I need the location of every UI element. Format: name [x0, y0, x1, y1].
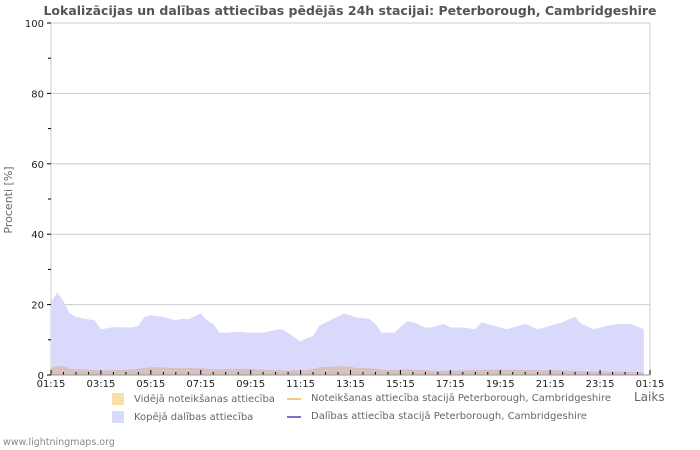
x-tick-label: 09:15 — [236, 379, 265, 390]
data-areas — [51, 292, 644, 375]
legend-label: Kopējā dalības attiecība — [134, 411, 254, 423]
total-participation-swatch-icon — [112, 411, 124, 423]
footer-link[interactable]: www.lightningmaps.org — [3, 437, 115, 448]
x-tick-label: 23:15 — [586, 379, 615, 390]
grid-lines — [50, 22, 651, 375]
y-axis-title: Procenti [%] — [2, 166, 15, 233]
legend-label: Dalības attiecība stacijā Peterborough, … — [311, 411, 587, 422]
total-participation-area — [51, 292, 644, 375]
legend-label: Vidējā noteikšanas attiecība — [134, 393, 275, 405]
y-tick-label: 20 — [31, 301, 44, 312]
x-tick-label: 11:15 — [286, 379, 315, 390]
y-tick-label: 60 — [31, 160, 44, 171]
y-tick-label: 0 — [38, 371, 44, 382]
avg-detection-area — [51, 366, 644, 375]
legend-item-station-participation: Dalības attiecība stacijā Peterborough, … — [287, 411, 587, 422]
x-tick-label: 01:15 — [37, 379, 66, 390]
legend-item-avg-detection: Vidējā noteikšanas attiecība — [112, 393, 275, 405]
station-detection-line-icon — [287, 397, 301, 400]
legend-item-total-participation: Kopējā dalības attiecība — [112, 411, 253, 423]
x-tick-label: 03:15 — [87, 379, 116, 390]
x-tick-label: 15:15 — [386, 379, 415, 390]
x-tick-label: 01:15 — [636, 379, 665, 390]
avg-detection-swatch-icon — [112, 393, 124, 405]
y-tick-label: 40 — [31, 230, 44, 241]
y-tick-label: 100 — [25, 19, 44, 30]
axes: 0 20 40 60 80 100 01:15 03:15 05:15 07:15 09:15 11:… — [25, 19, 665, 390]
x-tick-label: 07:15 — [186, 379, 215, 390]
x-tick-label: 13:15 — [336, 379, 365, 390]
x-axis-title: Laiks — [634, 390, 665, 404]
x-tick-label: 17:15 — [436, 379, 465, 390]
station-participation-line-icon — [287, 415, 301, 418]
x-tick-label: 21:15 — [536, 379, 565, 390]
x-tick-label: 19:15 — [486, 379, 515, 390]
x-tick-label: 05:15 — [136, 379, 165, 390]
legend-label: Noteikšanas attiecība stacijā Peterborou… — [311, 393, 612, 404]
legend-item-station-detection: Noteikšanas attiecība stacijā Peterborou… — [287, 393, 611, 404]
y-tick-label: 80 — [31, 89, 44, 100]
chart-title: Lokalizācijas un dalības attiecības pēdē… — [43, 3, 657, 18]
